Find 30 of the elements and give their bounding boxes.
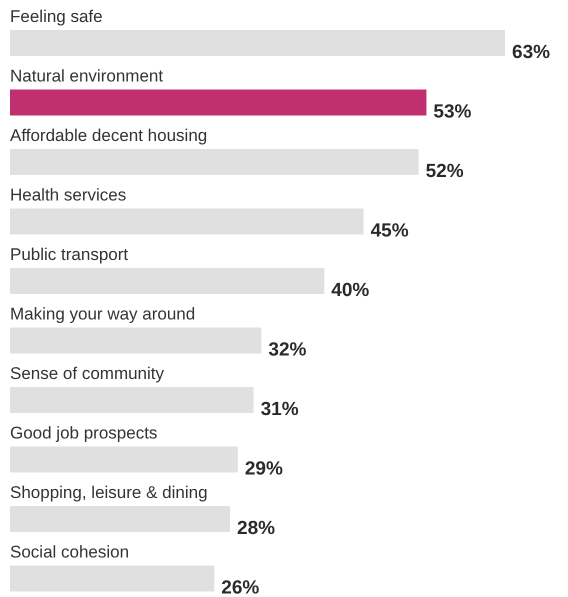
bar [10, 268, 324, 294]
y-tick-label: Sense of community [10, 364, 165, 383]
data-label: 26% [221, 578, 260, 597]
y-tick-label: Shopping, leisure & dining [10, 483, 208, 502]
y-tick-label: Health services [10, 186, 126, 204]
bar [10, 446, 238, 472]
bar [10, 208, 364, 234]
data-label: 32% [268, 340, 307, 360]
bar [10, 328, 262, 354]
data-label: 29% [244, 458, 283, 480]
data-label: 28% [237, 518, 276, 539]
bar [10, 149, 419, 175]
data-label: 31% [260, 399, 299, 420]
y-tick-label: Making your way around [10, 304, 196, 324]
bar [10, 90, 426, 116]
y-tick-label: Natural environment [10, 66, 164, 86]
bar [10, 30, 505, 56]
y-tick-label: Affordable decent housing [10, 126, 208, 145]
data-label: 53% [433, 102, 472, 122]
y-tick-label: Public transport [10, 245, 128, 264]
data-label: 52% [426, 161, 464, 182]
bar [10, 506, 230, 532]
bar [10, 387, 254, 413]
data-label: 40% [331, 280, 370, 301]
data-label: 63% [512, 42, 550, 63]
y-tick-label: Feeling safe [10, 7, 103, 26]
y-tick-label: Good job prospects [10, 424, 158, 442]
y-tick-label: Social cohesion [10, 542, 130, 562]
bar [10, 566, 214, 592]
data-label: 45% [370, 220, 409, 242]
